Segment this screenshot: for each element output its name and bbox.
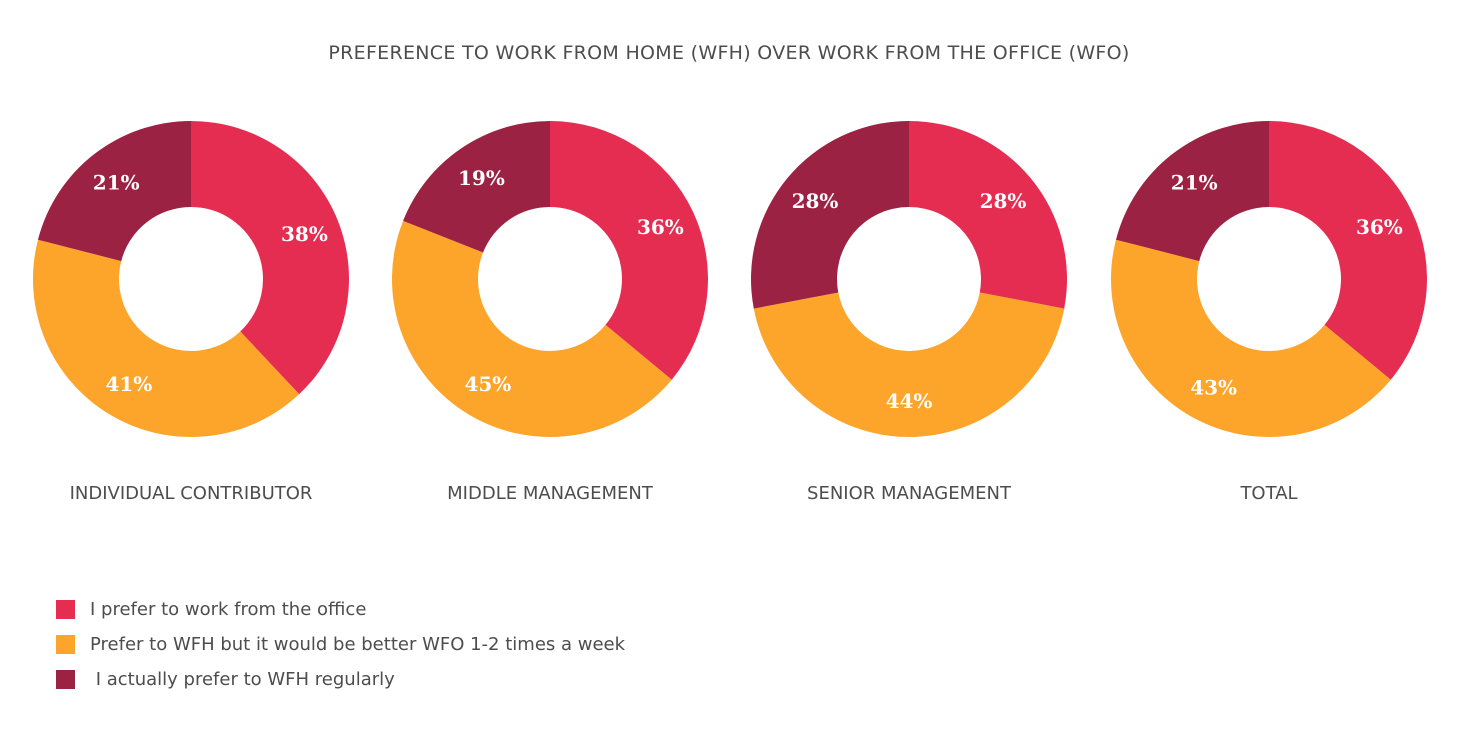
slice-hybrid-0 xyxy=(33,239,300,438)
slice-label-office-2: 28% xyxy=(980,189,1027,213)
legend-label-hybrid: Prefer to WFH but it would be better WFO… xyxy=(90,634,626,655)
slice-label-hybrid-3: 43% xyxy=(1190,376,1237,400)
slice-label-wfh-2: 28% xyxy=(792,189,839,213)
slice-label-hybrid-2: 44% xyxy=(886,389,933,413)
slice-hybrid-3 xyxy=(1111,239,1391,438)
category-label-1: MIDDLE MANAGEMENT xyxy=(447,483,654,504)
legend-item-hybrid: Prefer to WFH but it would be better WFO… xyxy=(56,627,625,662)
legend-swatch-hybrid xyxy=(56,635,75,654)
donut-1: 36% 45% 19% xyxy=(391,121,708,437)
slice-label-office-1: 36% xyxy=(637,215,684,239)
category-label-3: TOTAL xyxy=(1239,483,1297,504)
slice-hybrid-1 xyxy=(391,220,672,437)
legend-item-office: I prefer to work from the office xyxy=(56,592,625,627)
slice-label-hybrid-0: 41% xyxy=(105,372,152,396)
legend-swatch-office xyxy=(56,600,75,619)
legend-swatch-wfh xyxy=(56,670,75,689)
slice-label-office-3: 36% xyxy=(1356,215,1403,239)
slice-wfh-3 xyxy=(1115,121,1269,262)
slice-office-0 xyxy=(191,121,350,395)
donut-2: 28% 44% 28% xyxy=(751,121,1067,438)
donut-3: 36% 43% 21% xyxy=(1111,121,1427,438)
slice-label-office-0: 38% xyxy=(281,222,328,246)
slice-label-wfh-0: 21% xyxy=(93,171,140,195)
donut-0: 38% 41% 21% xyxy=(33,121,350,438)
slice-office-3 xyxy=(1269,121,1427,380)
slice-wfh-2 xyxy=(751,121,909,309)
slice-label-wfh-1: 19% xyxy=(458,166,505,190)
legend-label-office: I prefer to work from the office xyxy=(90,599,367,620)
chart-title: PREFERENCE TO WORK FROM HOME (WFH) OVER … xyxy=(328,42,1130,64)
legend-label-wfh: I actually prefer to WFH regularly xyxy=(90,669,395,690)
slice-office-1 xyxy=(550,121,708,380)
slice-office-2 xyxy=(909,121,1067,309)
category-label-2: SENIOR MANAGEMENT xyxy=(807,483,1012,504)
slice-hybrid-2 xyxy=(753,292,1065,438)
legend: I prefer to work from the office Prefer … xyxy=(56,592,625,697)
category-label-0: INDIVIDUAL CONTRIBUTOR xyxy=(70,483,313,504)
slice-label-wfh-3: 21% xyxy=(1171,171,1218,195)
slice-wfh-0 xyxy=(37,121,191,262)
slice-label-hybrid-1: 45% xyxy=(464,372,511,396)
slice-wfh-1 xyxy=(403,121,550,253)
legend-item-wfh: I actually prefer to WFH regularly xyxy=(56,662,625,697)
